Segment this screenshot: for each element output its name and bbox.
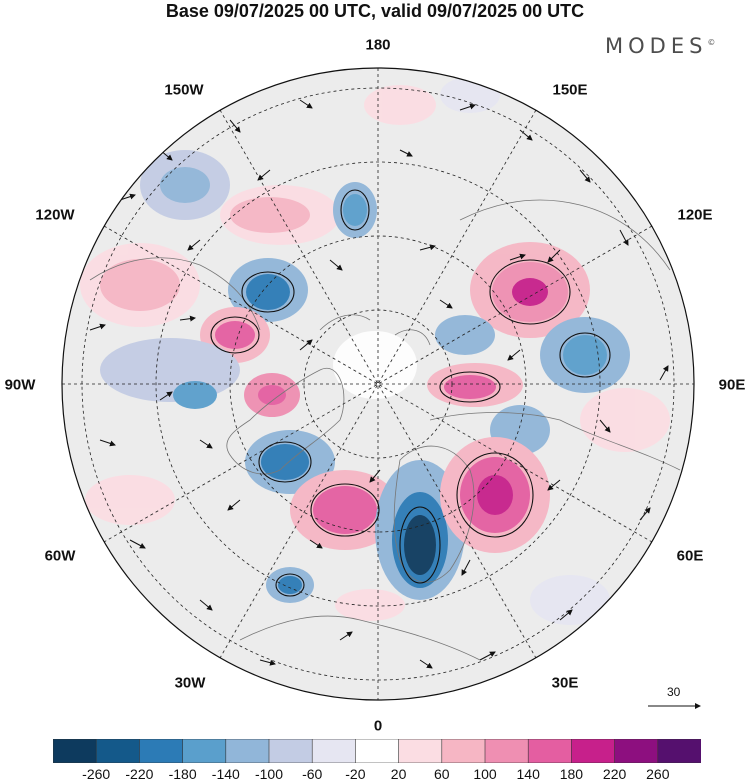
lon-label-0: 0 [373,717,383,735]
coastlines [89,199,681,661]
colorbar-tick-label: -140 [211,766,240,782]
colorbar-tick-label: 140 [516,766,540,782]
reference-vector-label: 30 [667,685,681,699]
colorbar-swatch [355,739,400,763]
colorbar-swatch [95,739,141,763]
lon-label-150w: 150W [164,81,204,99]
colorbar-swatch [398,739,443,763]
lon-label-60e: 60E [676,547,704,565]
colorbar-swatch [614,739,659,763]
colorbar-tick-label: 60 [434,766,450,782]
map-boundary [61,67,695,701]
lon-label-120e: 120E [677,206,713,224]
map-title: Base 09/07/2025 00 UTC, valid 09/07/2025… [165,1,585,21]
graticule [62,68,694,700]
colorbar-swatch [311,739,357,763]
lon-label-90e: 90E [718,376,746,394]
modes-logo: MODES© [605,34,715,58]
colorbar-swatch [182,739,227,763]
colorbar-swatch [527,739,573,763]
lon-label-60w: 60W [44,547,76,565]
colorbar-swatch [225,739,270,763]
colorbar-tick-label: -20 [345,766,366,782]
lon-label-150e: 150E [552,81,588,99]
brand-name: MODES [605,34,708,58]
colorbar-swatch [657,739,701,763]
colorbar-tick-label: 100 [473,766,497,782]
lon-label-90w: 90W [4,376,36,394]
colorbar-swatch [53,739,98,763]
lon-label-30e: 30E [551,674,579,692]
lon-label-120w: 120W [35,206,75,224]
colorbar-tick-label: 220 [602,766,627,782]
colorbar-tick-label: -180 [168,766,197,782]
colorbar-tick-label: 180 [559,766,584,782]
map-disk [62,68,694,700]
brand-mark: © [707,38,716,47]
colorbar-tick-label: 260 [646,766,670,782]
colorbar-swatch [268,739,314,763]
colorbar-swatch [484,739,530,763]
colorbar-tick-label: -100 [254,766,284,782]
lon-label-180: 180 [365,36,391,54]
wind-vectors [89,99,669,669]
colorbar-tick-label: -60 [302,766,323,782]
colorbar [53,739,701,763]
colorbar-tick-label: -220 [125,766,154,782]
colorbar-swatch [139,739,184,763]
colorbar-swatch [441,739,486,763]
colorbar-tick-label: 20 [390,766,407,782]
colorbar-swatch [571,739,616,763]
colorbar-tick-label: -260 [82,766,111,782]
contours [210,189,611,597]
lon-label-30w: 30W [174,674,206,692]
